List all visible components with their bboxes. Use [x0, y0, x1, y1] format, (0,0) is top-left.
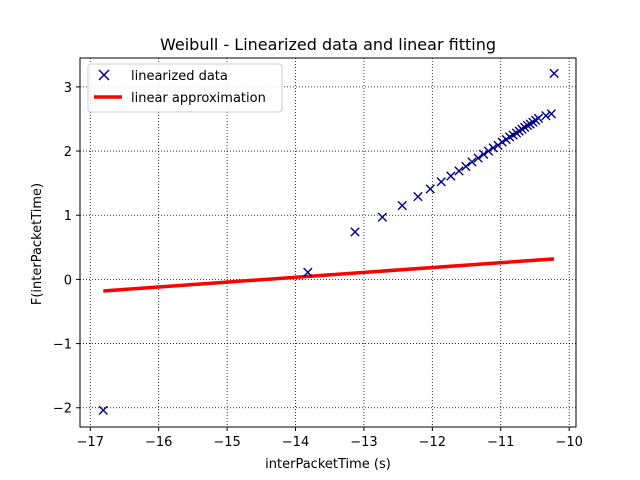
line-series-layer [103, 257, 555, 293]
data-point [436, 177, 446, 187]
data-point [303, 267, 313, 278]
data-point [488, 143, 498, 153]
data-point [473, 153, 483, 163]
data-point [483, 146, 494, 156]
linear-approximation-line [103, 257, 555, 293]
data-point [467, 157, 477, 167]
legend-label-linearized-data: linearized data [131, 69, 228, 84]
data-point [454, 166, 464, 176]
x-tick-label: −14 [282, 435, 309, 450]
y-tick-label: 2 [64, 145, 72, 160]
data-point [461, 161, 471, 172]
y-axis-label: F(interPacketTime) [30, 183, 45, 305]
x-tick-label: −12 [419, 435, 446, 450]
plot-background [80, 58, 576, 427]
x-axis-label: interPacketTime (s) [265, 457, 391, 472]
data-point [377, 212, 388, 222]
y-tick-label: −2 [53, 402, 72, 417]
legend-frame [87, 63, 283, 113]
x-tick-label: −16 [145, 435, 172, 450]
chart-title: Weibull - Linearized data and linear fit… [160, 35, 496, 54]
x-tick-label: −17 [77, 435, 104, 450]
data-point [425, 184, 435, 194]
y-tick-label: 1 [64, 209, 72, 224]
data-point [533, 113, 544, 124]
y-tick-label: 3 [64, 81, 72, 96]
legend-marker-linearized-data [98, 69, 110, 81]
legend-label-linear-approximation: linear approximation [131, 91, 266, 106]
data-point [549, 68, 559, 79]
x-tick-label: −15 [213, 435, 240, 450]
legend: linearized data linear approximation [87, 63, 283, 113]
data-point [446, 171, 456, 181]
x-tick-label: −11 [487, 435, 514, 450]
data-point [497, 137, 507, 147]
data-point [522, 120, 533, 131]
y-tick-label: −1 [53, 338, 72, 353]
plot-frame [79, 57, 577, 428]
x-tick-label: −13 [350, 435, 377, 450]
data-point [413, 191, 423, 202]
data-point [478, 149, 489, 159]
y-tick-label: 0 [64, 273, 72, 288]
data-point [397, 200, 407, 211]
data-point [546, 109, 557, 119]
x-tick-label: −10 [555, 435, 582, 450]
data-point [98, 405, 108, 416]
data-point [350, 227, 360, 237]
marker-series-layer [98, 68, 559, 416]
data-point [541, 111, 551, 121]
